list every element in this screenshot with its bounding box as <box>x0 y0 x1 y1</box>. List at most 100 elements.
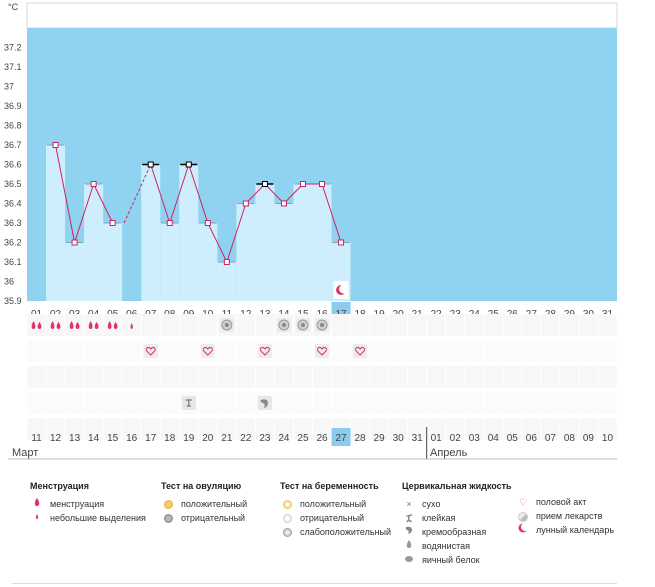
temp-line-segment <box>226 203 247 263</box>
bottom-day-label: 17 <box>145 433 157 444</box>
bottom-day-label: 06 <box>526 433 538 444</box>
bottom-day-label: 25 <box>297 433 309 444</box>
bottom-day-label: 02 <box>450 433 462 444</box>
watery-icon <box>402 539 416 553</box>
temp-line-segment <box>74 183 95 243</box>
legend-dry: сухо <box>422 499 441 509</box>
legend-moon: лунный календарь <box>536 525 615 535</box>
menstruation-drop-icon <box>94 322 99 329</box>
menstruation-drop-icon <box>37 322 42 329</box>
legend-cervical: Цервикальная жидкость × сухо ፗ клейкая кре… <box>402 481 512 567</box>
temp-bar <box>179 164 199 301</box>
symbol-row <box>27 418 617 440</box>
y-tick-label: 36.4 <box>4 199 22 209</box>
menstruation-drop-icon <box>69 321 74 329</box>
legend-preg-positive: положительный <box>300 499 367 509</box>
dry-icon: × <box>406 499 412 509</box>
bottom-day-label: 20 <box>202 433 214 444</box>
y-tick-label: 36.7 <box>4 140 22 150</box>
bottom-day-label: 03 <box>469 433 481 444</box>
bottom-day-label: 11 <box>31 433 42 444</box>
pregnancy-positive-icon <box>280 497 294 511</box>
bottom-day-label: 09 <box>583 433 595 444</box>
menstruation-drop-icon <box>107 321 112 329</box>
heart-cell <box>315 344 329 358</box>
heart-cell <box>143 344 158 358</box>
month-label-next: Апрель <box>430 447 468 459</box>
legend-ov-positive: положительный <box>181 499 248 509</box>
heart-icon <box>145 347 156 356</box>
temp-line-segment <box>150 164 171 224</box>
legend-medication: прием лекарств <box>536 511 603 521</box>
temp-line-segment <box>321 183 342 243</box>
legend-watery: водянистая <box>422 541 471 551</box>
moon-icon <box>516 523 530 537</box>
temp-line-dashed <box>123 164 152 224</box>
temp-point <box>299 181 306 187</box>
bottom-day-label: 05 <box>507 433 519 444</box>
temp-line-segment <box>55 144 76 243</box>
temp-line-segment <box>169 164 190 224</box>
bottom-day-label: 01 <box>431 433 443 444</box>
temp-bar <box>217 262 237 301</box>
temp-bar <box>198 223 218 301</box>
bottom-day-label: 13 <box>69 433 81 444</box>
menstruation-drop-icon <box>56 322 61 329</box>
pregnancy-negative-icon <box>280 511 294 525</box>
temp-point <box>147 161 154 168</box>
bottom-day-label: 16 <box>126 433 138 444</box>
temp-bar <box>274 203 294 301</box>
ovulation-positive-icon <box>161 497 175 511</box>
y-tick-label: 36.9 <box>4 101 22 111</box>
legend-pregnancy-title: Тест на беременность <box>280 481 379 491</box>
temp-point <box>261 181 268 187</box>
ovulation-negative-core <box>320 323 324 327</box>
pill-icon <box>516 509 530 523</box>
heart-icon <box>202 347 213 356</box>
bottom-day-label: 31 <box>412 433 424 444</box>
bottom-day-label: 29 <box>374 433 386 444</box>
temp-point <box>52 142 59 148</box>
pregnancy-weak-icon <box>280 525 294 539</box>
y-tick-label: 36.2 <box>4 238 22 248</box>
legend-ovulation: Тест на овуляцию положительный отрицател… <box>161 481 247 525</box>
highlighted-day-cell-bottom <box>331 428 351 446</box>
menstruation-drop-icon <box>75 322 80 329</box>
bottom-day-label: 22 <box>240 433 252 444</box>
moon-icon-cut <box>339 284 349 294</box>
bottom-day-label: 21 <box>221 433 233 444</box>
temp-point <box>242 200 249 207</box>
symbol-row <box>27 366 617 388</box>
heart-icon <box>355 347 366 356</box>
temp-point <box>90 181 97 187</box>
heart-cell <box>353 344 368 358</box>
temp-point <box>71 239 78 246</box>
temp-point <box>280 200 287 207</box>
ovulation-negative-icon <box>161 511 175 525</box>
temp-bar <box>65 242 85 301</box>
temp-point <box>185 161 192 168</box>
temp-line-segment <box>93 183 114 224</box>
menstruation-drop-icon <box>113 322 118 329</box>
temp-line-segment <box>207 222 228 263</box>
legend-preg-weak: слабоположительный <box>300 527 392 537</box>
bottom-day-label: 04 <box>488 433 500 444</box>
legend-menstruation-label: менструация <box>50 499 105 509</box>
temp-point <box>166 220 173 226</box>
legend-ovulation-title: Тест на овуляцию <box>161 481 242 491</box>
bottom-day-label: 27 <box>335 433 347 444</box>
unit-label: °C <box>8 2 19 12</box>
legend-egg-white: яичный белок <box>422 555 480 565</box>
bottom-divider <box>12 583 617 584</box>
y-tick-label: 36.5 <box>4 179 22 189</box>
small-drop-icon <box>130 323 133 329</box>
y-tick-label: 36.3 <box>4 218 22 228</box>
bottom-day-label: 14 <box>88 433 100 444</box>
creamy-icon <box>260 399 268 408</box>
ovulation-negative-core <box>300 323 305 327</box>
y-tick-label: 36.1 <box>4 257 22 267</box>
sticky-icon <box>185 399 192 407</box>
heart-icon <box>317 347 327 356</box>
bottom-day-label: 18 <box>164 433 176 444</box>
legend-preg-negative: отрицательный <box>300 513 365 523</box>
